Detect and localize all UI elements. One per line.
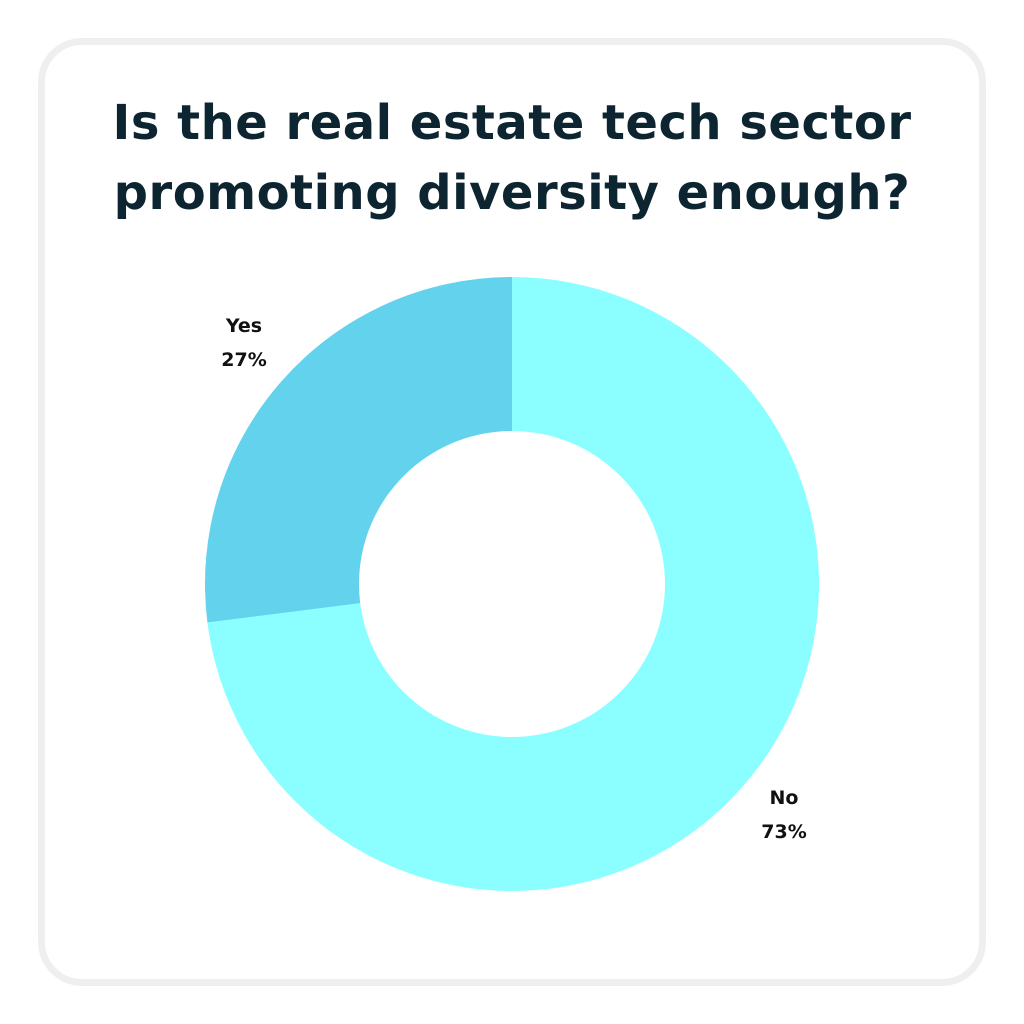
slice-labels: No 73% Yes 27% xyxy=(221,315,806,843)
slice-value-yes: 27% xyxy=(221,349,266,371)
chart-title: Is the real estate tech sector promoting… xyxy=(0,88,1024,228)
donut-slice-yes xyxy=(205,277,513,623)
donut-slices xyxy=(205,277,820,891)
slice-label-no: No xyxy=(770,787,799,809)
slice-label-yes: Yes xyxy=(225,315,262,337)
donut-slice-no xyxy=(207,277,820,891)
chart-title-line-1: Is the real estate tech sector xyxy=(112,95,912,151)
chart-title-line-2: promoting diversity enough? xyxy=(113,165,911,221)
slice-value-no: 73% xyxy=(761,821,806,843)
